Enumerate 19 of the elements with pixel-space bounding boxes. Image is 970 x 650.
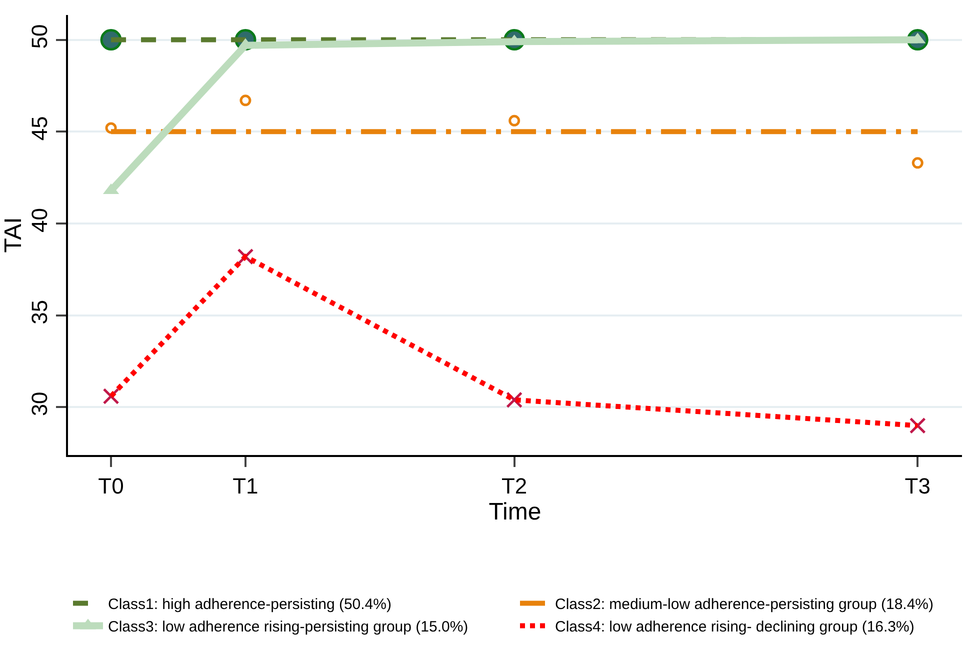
y-tick-label: 40 xyxy=(27,208,52,232)
point xyxy=(508,114,520,126)
point xyxy=(105,122,117,134)
point xyxy=(240,94,252,106)
x-tick-label: T3 xyxy=(904,473,930,498)
y-tick-label: 30 xyxy=(27,392,52,416)
legend-label: Class2: medium-low adherence-persisting group (18.4%) xyxy=(555,596,934,614)
legend-label: Class1: high adherence-persisting (50.4%) xyxy=(108,596,392,614)
y-tick-label: 35 xyxy=(27,300,52,324)
point xyxy=(912,157,924,169)
y-tick-label: 50 xyxy=(27,24,52,49)
x-tick-label: T2 xyxy=(501,473,528,498)
y-tick-label: 45 xyxy=(27,116,52,141)
y-axis-title: TAI xyxy=(0,217,27,253)
x-axis-title: Time xyxy=(488,498,542,526)
legend-label: Class4: low adherence rising- declining group (16.3%) xyxy=(555,618,914,636)
x-tick-label: T0 xyxy=(98,473,124,498)
legend-label: Class3: low adherence rising-persisting group (15.0%) xyxy=(108,618,468,636)
x-tick-label: T1 xyxy=(232,473,258,498)
